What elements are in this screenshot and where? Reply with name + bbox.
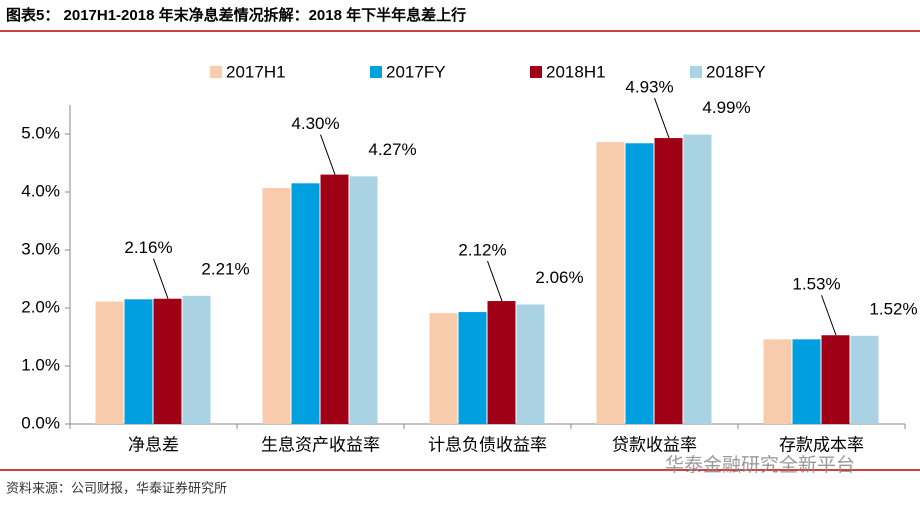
leader-line [320,134,336,175]
leader-line [654,97,670,139]
bar [625,143,654,424]
chart-title: 图表5： 2017H1-2018 年末净息差情况拆解：2018 年下半年息差上行 [6,6,466,24]
legend-label: 2018FY [706,62,766,81]
bar [95,301,124,424]
value-label: 2.21% [201,259,249,278]
bar [654,138,683,424]
value-label: 4.99% [702,98,750,117]
y-tick-label: 1.0% [21,355,60,374]
bar [596,142,625,424]
leader-line [487,260,503,302]
value-label: 2.16% [124,238,172,257]
bar [182,295,211,424]
bar [458,312,487,424]
bar [349,176,378,424]
value-label: 4.27% [368,140,416,159]
x-tick-label: 存款成本率 [779,435,864,454]
bar [124,299,153,424]
legend-label: 2017FY [386,62,446,81]
x-tick-label: 计息负债收益率 [428,435,547,454]
bar [320,174,349,424]
y-tick-label: 5.0% [21,123,60,142]
legend-swatch [370,66,382,78]
bar [262,187,291,424]
y-tick-label: 0.0% [21,413,60,432]
leader-line [821,295,837,336]
source: 资料来源：公司财报，华泰证券研究所 [6,480,227,495]
bar [516,304,545,424]
bar [291,183,320,424]
bar [429,313,458,424]
bar [850,335,879,424]
value-label: 2.06% [535,268,583,287]
y-tick-label: 4.0% [21,181,60,200]
y-tick-label: 3.0% [21,239,60,258]
watermark: 华泰金融研究全新平台 [665,454,855,476]
value-label: 1.52% [869,299,917,318]
bar [683,134,712,424]
bar [153,298,182,424]
bar [763,339,792,424]
value-label: 2.12% [458,241,506,260]
legend-label: 2018H1 [546,62,606,81]
value-label: 1.53% [792,275,840,294]
x-tick-label: 贷款收益率 [612,435,697,454]
bar [487,301,516,424]
legend-swatch [210,66,222,78]
value-label: 4.30% [291,114,339,133]
value-label: 4.93% [625,78,673,97]
x-tick-label: 净息差 [128,435,179,454]
legend-swatch [530,66,542,78]
bar [821,335,850,424]
x-tick-label: 生息资产收益率 [261,435,380,454]
legend-swatch [690,66,702,78]
legend-label: 2017H1 [226,62,286,81]
bar [792,339,821,424]
y-tick-label: 2.0% [21,297,60,316]
leader-line [153,258,169,299]
